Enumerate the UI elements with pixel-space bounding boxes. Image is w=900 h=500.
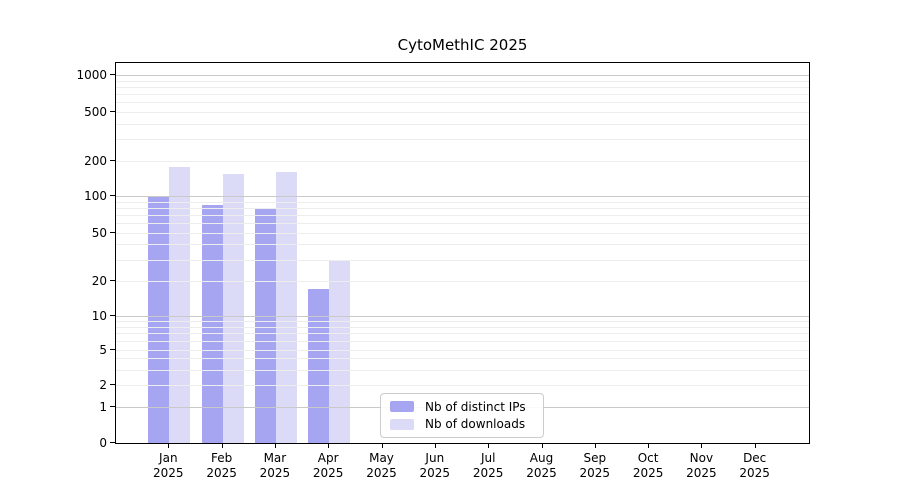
x-tick-month: Jul: [480, 451, 496, 465]
x-tick-label: Jul 2025: [460, 451, 516, 481]
x-tick-year: 2025: [686, 466, 717, 480]
x-tick-mark: [168, 444, 170, 448]
legend-swatch: [390, 418, 414, 430]
x-tick-mark: [541, 444, 543, 448]
x-tick-month: Mar: [263, 451, 287, 465]
x-tick-mark: [274, 444, 276, 448]
y-tick-mark: [110, 348, 115, 350]
x-tick-year: 2025: [206, 466, 237, 480]
x-tick-year: 2025: [632, 466, 664, 480]
y-tick-label: 100: [84, 189, 107, 204]
x-tick-year: 2025: [526, 466, 557, 480]
x-tick-label: Oct 2025: [620, 451, 676, 481]
y-tick-mark: [110, 442, 115, 443]
y-axis-ticks: [110, 62, 115, 444]
y-tick-label: 1: [99, 400, 107, 415]
y-tick-label: 10: [91, 308, 107, 323]
bar-downloads: [169, 167, 191, 443]
y-axis-labels: 0 1 2 5 10 20 50 100 200 500 1000: [0, 62, 107, 450]
x-tick-year: 2025: [739, 466, 770, 480]
chart-title: CytoMethIC 2025: [397, 36, 528, 54]
bar-distinct-ips: [201, 204, 223, 443]
y-tick-mark: [110, 73, 115, 75]
x-tick-month: Sep: [583, 451, 607, 465]
x-tick-year: 2025: [366, 466, 397, 480]
y-tick-mark: [110, 195, 115, 197]
y-tick-label: 50: [91, 225, 107, 240]
y-tick-mark: [110, 279, 115, 281]
x-axis: Jan 2025 Feb 2025 Mar 2025 Apr 2025 May 2025 Jun 20…: [115, 444, 810, 500]
legend-item: Nb of distinct IPs: [390, 400, 534, 414]
bar-distinct-ips: [148, 196, 170, 443]
legend-label: Nb of downloads: [425, 417, 526, 432]
y-tick-label: 20: [91, 273, 107, 288]
y-tick-mark: [110, 231, 115, 233]
legend-item: Nb of downloads: [390, 417, 534, 431]
x-tick-label: Jan 2025: [140, 451, 196, 481]
x-tick-year: 2025: [419, 466, 451, 480]
x-tick-mark: [434, 444, 436, 448]
x-tick-month: Feb: [210, 451, 233, 465]
x-tick-month: Dec: [743, 451, 767, 465]
x-tick-label: Dec 2025: [727, 451, 783, 481]
x-tick-label: Nov 2025: [673, 451, 729, 481]
x-tick-month: Jun: [425, 451, 445, 465]
x-tick-label: Sep 2025: [567, 451, 623, 481]
x-tick-label: May 2025: [354, 451, 410, 481]
x-tick-month: Nov: [689, 451, 714, 465]
x-tick-year: 2025: [579, 466, 611, 480]
x-tick-mark: [381, 444, 383, 448]
x-tick-mark: [754, 444, 756, 448]
y-tick-mark: [110, 384, 115, 386]
x-tick-label: Feb 2025: [194, 451, 250, 481]
y-tick-label: 500: [84, 104, 107, 119]
x-tick-mark: [648, 444, 650, 448]
y-tick-label: 2: [99, 378, 107, 393]
bar-distinct-ips: [254, 208, 276, 443]
y-tick-mark: [110, 406, 115, 408]
x-tick-label: Mar 2025: [247, 451, 303, 481]
y-tick-mark: [110, 110, 115, 112]
y-tick-label: 0: [99, 436, 107, 450]
bar-distinct-ips: [308, 289, 330, 443]
x-tick-year: 2025: [472, 466, 504, 480]
bars-layer: [116, 63, 809, 443]
x-tick-label: Jun 2025: [407, 451, 463, 481]
x-tick-month: Jan: [159, 451, 178, 465]
x-tick-year: 2025: [259, 466, 291, 480]
bar-downloads: [222, 173, 244, 443]
x-tick-mark: [594, 444, 596, 448]
x-tick-month: Oct: [637, 451, 659, 465]
y-tick-label: 1000: [76, 67, 107, 82]
x-tick-month: Aug: [529, 451, 554, 465]
x-tick-year: 2025: [153, 466, 184, 480]
x-tick-mark: [488, 444, 490, 448]
x-tick-mark: [701, 444, 703, 448]
y-tick-label: 200: [84, 153, 107, 168]
x-tick-label: Apr 2025: [300, 451, 356, 481]
y-tick-label: 5: [99, 342, 107, 357]
legend-swatch: [390, 401, 414, 413]
x-tick-mark: [221, 444, 223, 448]
plot-area: Nb of distinct IPs Nb of downloads: [115, 62, 810, 444]
x-tick-year: 2025: [312, 466, 344, 480]
y-tick-mark: [110, 314, 115, 316]
x-tick-month: Apr: [317, 451, 339, 465]
bar-downloads: [275, 172, 297, 443]
legend: Nb of distinct IPs Nb of downloads: [380, 393, 544, 438]
x-tick-month: May: [369, 451, 394, 465]
legend-label: Nb of distinct IPs: [425, 399, 526, 414]
x-tick-mark: [328, 444, 330, 448]
y-tick-mark: [110, 159, 115, 161]
x-tick-label: Aug 2025: [514, 451, 570, 481]
bar-downloads: [329, 261, 351, 443]
